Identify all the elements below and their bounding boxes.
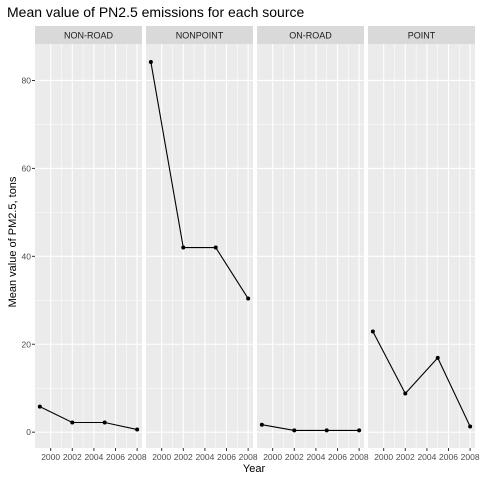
data-point [468, 424, 473, 429]
x-tick-label: 2004 [84, 452, 103, 462]
y-tick-label: 0 [26, 427, 31, 437]
data-point [148, 60, 153, 65]
data-point [102, 420, 107, 425]
x-tick-label: 2008 [128, 452, 147, 462]
x-tick-label: 2000 [41, 452, 60, 462]
facet-strip [146, 26, 253, 44]
facet-strip-label: NONPOINT [176, 31, 224, 41]
panel-background [368, 44, 475, 448]
data-point [370, 329, 375, 334]
data-point [259, 422, 264, 427]
facet-strip [368, 26, 475, 44]
data-point [403, 391, 408, 396]
x-tick-label: 2006 [328, 452, 347, 462]
facet-strip [257, 26, 364, 44]
x-tick-label: 2006 [217, 452, 236, 462]
x-tick-label: 2008 [461, 452, 480, 462]
x-tick-label: 2004 [195, 452, 214, 462]
y-tick-label: 80 [22, 75, 32, 85]
facet-panel: NONPOINT 2000 2002 2004 2006 2008 [146, 26, 258, 462]
x-tick-label: 2008 [350, 452, 369, 462]
x-tick-label: 2002 [396, 452, 415, 462]
panel-background [146, 44, 253, 448]
series-line [372, 331, 471, 427]
facet-strip-label: NON-ROAD [64, 31, 113, 41]
facet-panel: NON-ROAD 2000 2002 2004 2006 2008 [35, 26, 147, 462]
data-point [324, 428, 329, 433]
x-tick-label: 2004 [306, 452, 325, 462]
y-tick-label: 20 [22, 339, 32, 349]
facet-panel: ON-ROAD 2000 2002 2004 2006 2008 [257, 26, 369, 462]
facet-strip [35, 26, 142, 44]
x-tick-label: 2002 [63, 452, 82, 462]
series-line [39, 406, 138, 431]
panel-background [257, 44, 364, 448]
series-line [261, 424, 360, 431]
x-tick-label: 2006 [439, 452, 458, 462]
data-point [37, 404, 42, 409]
data-point [435, 355, 440, 360]
x-tick-label: 2002 [285, 452, 304, 462]
facet-panel: POINT 2000 2002 2004 2006 2008 [368, 26, 480, 462]
x-tick-label: 2000 [152, 452, 171, 462]
x-axis-title: Year [243, 463, 266, 475]
data-point [70, 420, 75, 425]
data-point [181, 245, 186, 250]
x-tick-label: 2000 [374, 452, 393, 462]
x-tick-label: 2008 [239, 452, 258, 462]
y-tick-label: 40 [22, 251, 32, 261]
y-axis-title: Mean value of PM2.5, tons [7, 176, 19, 307]
x-tick-label: 2006 [106, 452, 125, 462]
x-tick-label: 2000 [263, 452, 282, 462]
panel-background [35, 44, 142, 448]
facet-strip-label: ON-ROAD [289, 31, 332, 41]
y-axis: 0 20 40 60 80 [22, 75, 35, 437]
data-point [135, 427, 140, 432]
data-point [246, 296, 251, 301]
facet-strip-label: POINT [408, 31, 436, 41]
x-tick-label: 2002 [174, 452, 193, 462]
data-point [357, 428, 362, 433]
series-line [150, 61, 249, 299]
chart-title: Mean value of PN2.5 emissions for each s… [7, 4, 304, 20]
x-tick-label: 2004 [417, 452, 436, 462]
data-point [292, 428, 297, 433]
data-point [213, 245, 218, 250]
y-tick-label: 60 [22, 163, 32, 173]
